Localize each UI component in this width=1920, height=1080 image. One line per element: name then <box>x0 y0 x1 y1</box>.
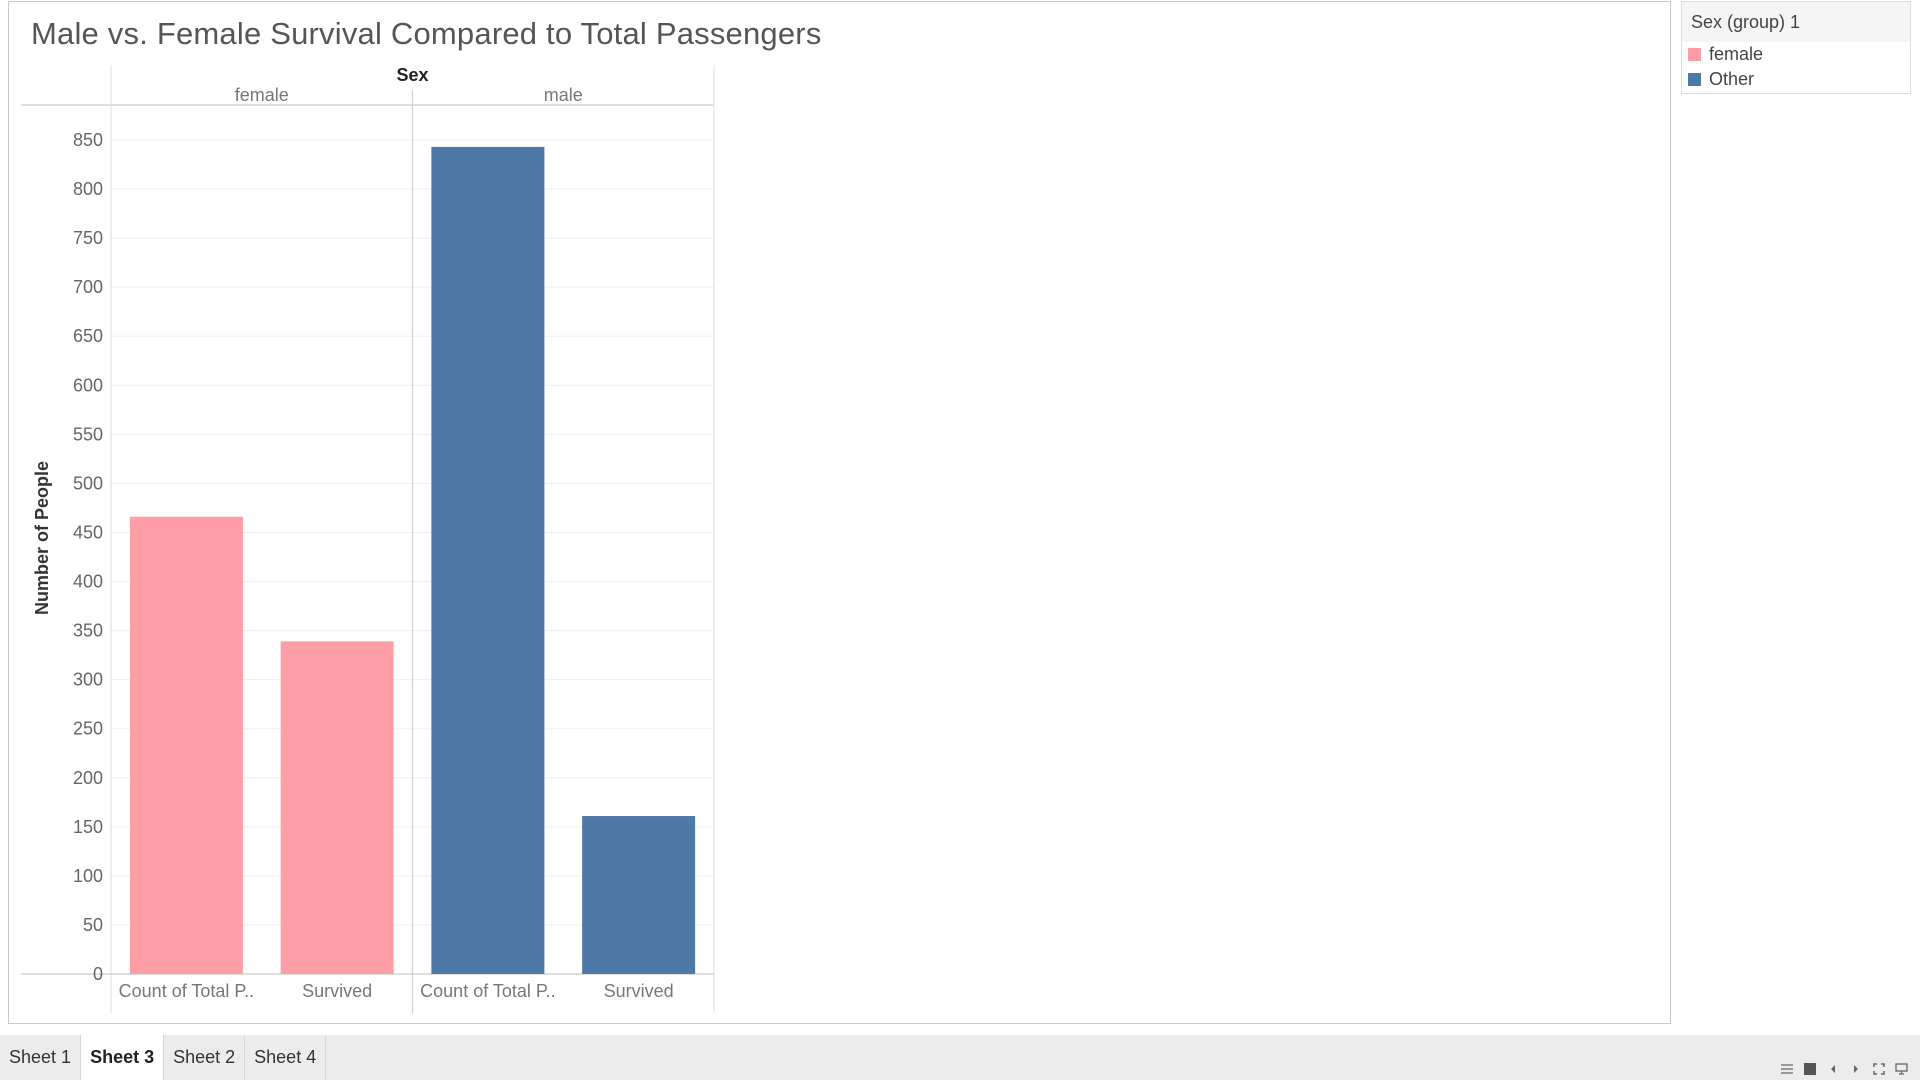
y-tick-label: 250 <box>73 719 103 739</box>
x-tick-label: Count of Total P.. <box>119 981 254 1001</box>
y-tick-label: 550 <box>73 424 103 444</box>
navigation-controls <box>1780 1062 1908 1075</box>
legend-label-other: Other <box>1709 69 1755 89</box>
y-tick-label: 500 <box>73 473 103 493</box>
prev-arrow-icon[interactable] <box>1826 1062 1839 1075</box>
column-header-title: Sex <box>396 65 428 85</box>
tab-sheet-2[interactable]: Sheet 2 <box>164 1035 246 1080</box>
pane-header-male: male <box>544 85 583 105</box>
bar-male-total <box>431 146 545 975</box>
y-tick-label: 800 <box>73 179 103 199</box>
legend-swatch-female <box>1688 48 1701 61</box>
y-tick-label: 450 <box>73 522 103 542</box>
y-tick-label: 850 <box>73 130 103 150</box>
sheet-tab-bar: Sheet 1 Sheet 3 Sheet 2 Sheet 4 <box>0 1035 1920 1080</box>
tab-sheet-3[interactable]: Sheet 3 <box>81 1035 165 1080</box>
bar-male-survived <box>582 816 696 974</box>
y-tick-label: 350 <box>73 621 103 641</box>
y-tick-label: 0 <box>93 964 103 984</box>
legend-item-other[interactable]: Other <box>1682 67 1910 92</box>
tab-sheet-4[interactable]: Sheet 4 <box>245 1035 327 1080</box>
bar-female-survived <box>280 641 394 974</box>
tab-sheet-1[interactable]: Sheet 1 <box>0 1035 82 1080</box>
y-tick-label: 700 <box>73 277 103 297</box>
y-tick-label: 200 <box>73 768 103 788</box>
y-tick-label: 300 <box>73 670 103 690</box>
x-tick-label: Survived <box>302 981 372 1001</box>
grid-view-icon[interactable] <box>1780 1062 1793 1075</box>
y-axis-title: Number of People <box>32 461 52 615</box>
next-arrow-icon[interactable] <box>1849 1062 1862 1075</box>
y-tick-label: 750 <box>73 228 103 248</box>
legend-item-female[interactable]: female <box>1682 42 1910 67</box>
y-tick-label: 400 <box>73 572 103 592</box>
y-tick-label: 600 <box>73 375 103 395</box>
x-tick-label: Survived <box>604 981 674 1001</box>
legend-title: Sex (group) 1 <box>1682 2 1910 42</box>
legend-swatch-other <box>1688 73 1701 86</box>
legend-label-female: female <box>1709 44 1764 64</box>
x-tick-label: Count of Total P.. <box>420 981 555 1001</box>
present-icon[interactable] <box>1895 1062 1908 1075</box>
bar-chart: Sex 0 50 100 150 200 250 300 350 400 450 500 550 600 6… <box>21 65 715 1013</box>
fullscreen-icon[interactable] <box>1872 1062 1885 1075</box>
pane-header-female: female <box>235 85 289 105</box>
y-tick-label: 150 <box>73 817 103 837</box>
color-legend: Sex (group) 1 female Other <box>1681 1 1911 94</box>
y-tick-label: 650 <box>73 326 103 346</box>
single-view-icon[interactable] <box>1803 1062 1816 1075</box>
y-tick-label: 50 <box>83 915 103 935</box>
bar-female-total <box>129 516 243 974</box>
chart-title: Male vs. Female Survival Compared to Tot… <box>31 16 822 51</box>
y-tick-label: 100 <box>73 866 103 886</box>
